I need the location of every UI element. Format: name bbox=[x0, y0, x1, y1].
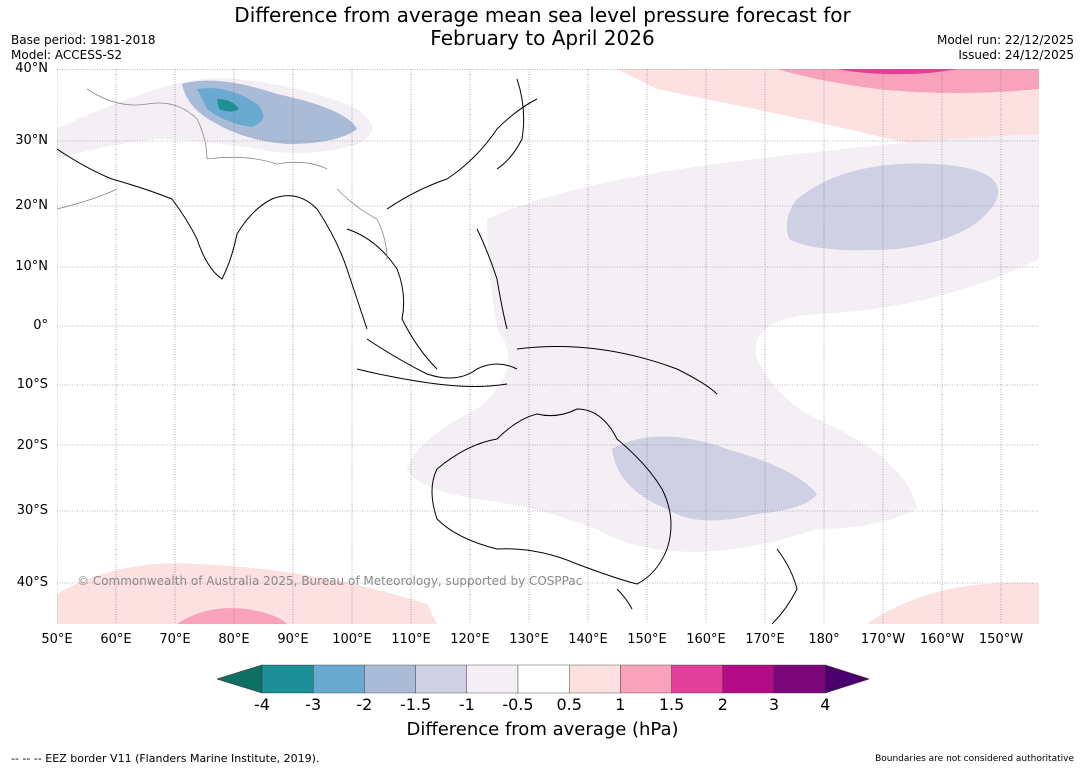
colorbar-segment bbox=[620, 664, 672, 694]
positive-anomaly-south-west-mid bbox=[177, 608, 287, 624]
coast-tasmania bbox=[616, 588, 633, 610]
colorbar-tick-label: 1 bbox=[615, 695, 626, 714]
colorbar-tick-label: 4 bbox=[820, 695, 831, 714]
longitude-tick-label: 80°E bbox=[218, 632, 250, 647]
coast-sumatra-borneo bbox=[366, 338, 518, 379]
model-run: Model run: 22/12/2025 bbox=[936, 33, 1074, 47]
latitude-tick-label: 30°N bbox=[15, 133, 48, 148]
colorbar-tick-label: -1 bbox=[458, 695, 475, 714]
colorbar-tick-label: 1.5 bbox=[658, 695, 685, 714]
boundaries-disclaimer: Boundaries are not considered authoritat… bbox=[875, 754, 1074, 764]
colorbar-tick-label: -4 bbox=[254, 695, 270, 714]
longitude-tick-label: 50°E bbox=[41, 632, 73, 647]
colorbar-tick-label: 3 bbox=[768, 695, 780, 714]
coast-java bbox=[356, 368, 508, 387]
coast-japan bbox=[496, 78, 525, 170]
longitude-tick-label: 170°W bbox=[860, 632, 906, 647]
longitude-tick-label: 110°E bbox=[391, 632, 431, 647]
colorbar-segment bbox=[261, 664, 314, 694]
longitude-tick-label: 60°E bbox=[100, 632, 132, 647]
colorbar-label: Difference from average (hPa) bbox=[406, 719, 679, 740]
colorbar-tick-label: -2 bbox=[356, 695, 373, 714]
positive-anomaly-north-east-mid bbox=[777, 69, 1039, 93]
coast-china bbox=[386, 98, 538, 210]
colorbar bbox=[217, 664, 869, 694]
coastlines bbox=[57, 78, 798, 624]
colorbar-tick-label: 0.5 bbox=[556, 695, 582, 714]
positive-anomaly-south-west bbox=[57, 563, 437, 624]
colorbar-extend-high bbox=[824, 664, 869, 694]
positive-anomaly-north-east-high bbox=[837, 69, 957, 75]
negative-anomaly-hawaii bbox=[786, 163, 999, 251]
colorbar-tick-label: -0.5 bbox=[502, 695, 534, 714]
colorbar-tick-label: -1.5 bbox=[399, 695, 432, 714]
longitude-tick-label: 170°E bbox=[745, 632, 785, 647]
colorbar-segment bbox=[517, 664, 570, 694]
colorbar-segment bbox=[722, 664, 775, 694]
longitude-tick-label: 180° bbox=[808, 632, 840, 647]
coast-indochina bbox=[346, 228, 438, 370]
eez-border-legend: -- -- -- EEZ border V11 (Flanders Marine… bbox=[11, 752, 320, 765]
title-line-2: February to April 2026 bbox=[430, 26, 655, 50]
longitude-tick-label: 150°W bbox=[978, 632, 1024, 647]
meta-left: Base period: 1981-2018 Model: ACCESS-S2 bbox=[11, 33, 156, 63]
colorbar-segment bbox=[773, 664, 826, 694]
coast-australia bbox=[431, 408, 672, 585]
model-name: Model: ACCESS-S2 bbox=[11, 48, 123, 62]
colorbar-tick-label: 2 bbox=[717, 695, 728, 714]
positive-anomaly-south-east bbox=[867, 582, 1039, 624]
colorbar-segment bbox=[569, 664, 621, 694]
copyright-notice: © Commonwealth of Australia 2025, Bureau… bbox=[77, 574, 583, 588]
colorbar-segment bbox=[312, 664, 365, 694]
longitude-tick-label: 150°E bbox=[627, 632, 667, 647]
longitude-tick-label: 130°E bbox=[509, 632, 549, 647]
longitude-tick-label: 160°E bbox=[686, 632, 726, 647]
latitude-tick-label: 20°N bbox=[15, 198, 48, 213]
longitude-tick-label: 120°E bbox=[450, 632, 490, 647]
latitude-tick-label: 20°S bbox=[16, 438, 48, 453]
coast-philippines bbox=[476, 228, 508, 330]
anomaly-shading bbox=[57, 69, 1039, 624]
latitude-tick-label: 40°N bbox=[15, 61, 48, 76]
latitude-tick-label: 10°N bbox=[15, 259, 48, 274]
longitude-tick-label: 160°W bbox=[919, 632, 965, 647]
coast-new-guinea bbox=[516, 346, 718, 395]
base-period: Base period: 1981-2018 bbox=[11, 33, 156, 47]
coast-south-asia bbox=[57, 148, 368, 330]
colorbar-segment bbox=[671, 664, 724, 694]
colorbar-segment bbox=[466, 664, 519, 694]
gridlines bbox=[57, 69, 1039, 624]
longitude-tick-label: 140°E bbox=[568, 632, 608, 647]
longitude-tick-label: 100°E bbox=[332, 632, 372, 647]
coast-new-zealand bbox=[771, 548, 798, 624]
longitude-tick-label: 70°E bbox=[159, 632, 191, 647]
issued-date: Issued: 24/12/2025 bbox=[958, 48, 1074, 62]
latitude-tick-label: 30°S bbox=[16, 503, 48, 518]
colorbar-tick-label: -3 bbox=[305, 695, 322, 714]
very-strong-negative-anomaly-himalaya bbox=[217, 99, 239, 112]
longitude-tick-label: 90°E bbox=[277, 632, 309, 647]
latitude-tick-label: 0° bbox=[33, 318, 48, 333]
national-borders bbox=[57, 88, 388, 260]
latitude-tick-label: 10°S bbox=[16, 377, 48, 392]
negative-anomaly-australia bbox=[612, 436, 817, 521]
map-panel bbox=[57, 69, 1039, 624]
map-title: Difference from average mean sea level p… bbox=[0, 4, 1085, 50]
colorbar-extend-low bbox=[217, 664, 263, 694]
colorbar-segment bbox=[364, 664, 416, 694]
meta-right: Model run: 22/12/2025 Issued: 24/12/2025 bbox=[937, 33, 1074, 63]
title-line-1: Difference from average mean sea level p… bbox=[234, 3, 851, 27]
colorbar-segment bbox=[415, 664, 468, 694]
latitude-tick-label: 40°S bbox=[16, 575, 48, 590]
